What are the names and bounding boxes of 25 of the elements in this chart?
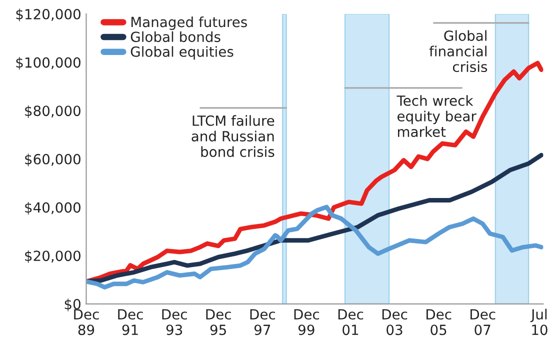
x-tick-label: Dec 01	[338, 309, 364, 336]
y-tick-label: $60,000	[25, 154, 80, 166]
line-series	[86, 204, 544, 290]
y-tick-label: $20,000	[25, 250, 80, 263]
y-tick-label: $100,000	[16, 57, 80, 70]
x-tick-label: Dec 05	[426, 309, 452, 336]
x-tick-label: Dec 07	[470, 309, 496, 336]
x-tick-label: Dec 03	[382, 309, 408, 336]
y-tick-label: $120,000	[16, 8, 80, 22]
x-tick-label: Dec 97	[250, 309, 275, 336]
band-label: Tech wreck equity bear market	[396, 95, 476, 138]
x-tick-label: Dec 89	[74, 309, 99, 336]
x-tick-label: Dec 95	[206, 309, 231, 336]
legend-label: Managed futures	[131, 16, 247, 30]
legend-label: Global bonds	[130, 31, 220, 42]
y-tick-label: $0	[64, 298, 80, 312]
x-tick-label: Dec 99	[294, 309, 320, 336]
x-tick-label: Dec 91	[118, 309, 143, 336]
y-tick-label: $40,000	[25, 202, 80, 215]
band-label: LTCM failure and Russian bond crisis	[192, 115, 274, 158]
x-tick-label: Jul 10	[530, 308, 548, 336]
x-tick-label: Dec 93	[162, 309, 187, 336]
legend-label: Global equities	[130, 46, 234, 60]
band-label: Global financial crisis	[429, 30, 488, 72]
y-tick-label: $80,000	[25, 105, 80, 118]
